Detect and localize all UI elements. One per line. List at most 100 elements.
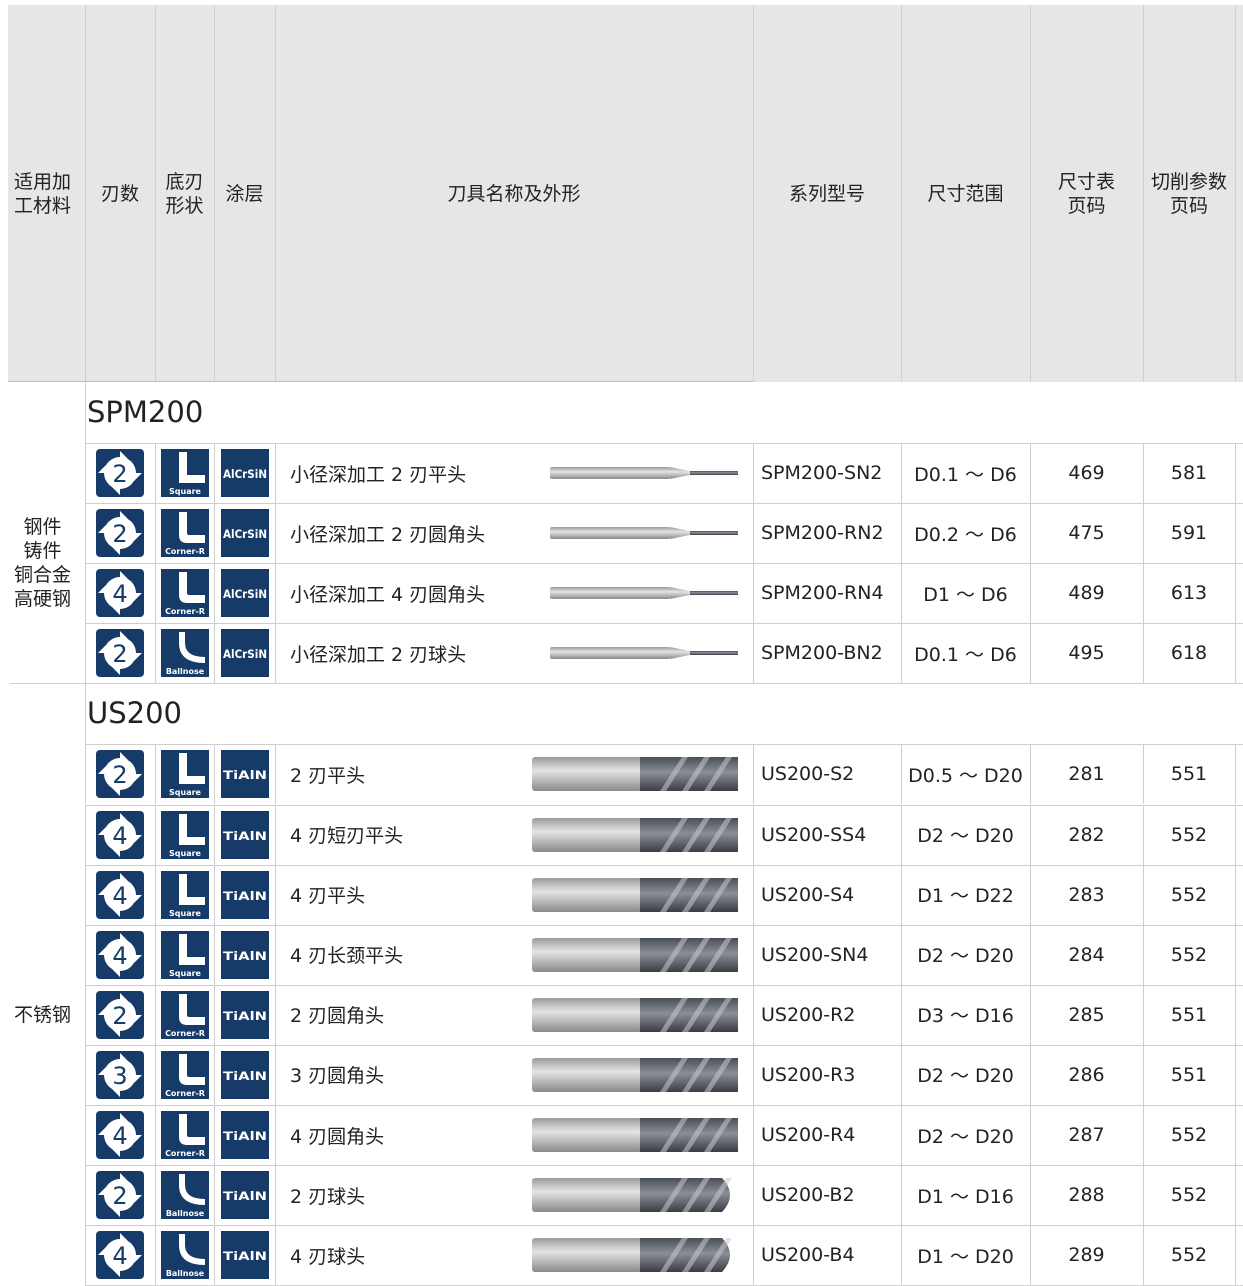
shape-icon: Corner-R: [160, 990, 209, 1039]
table-cell: SPM200-RN4: [753, 563, 901, 623]
size-page: 283: [1068, 883, 1105, 906]
divider: [753, 924, 754, 985]
divider: [85, 984, 86, 1045]
param-page: 552: [1170, 823, 1208, 846]
divider: [275, 503, 276, 564]
table-cell: D1 ～ D20: [901, 1225, 1030, 1285]
param-page: 613: [1170, 582, 1208, 605]
flute-icon: 2: [96, 629, 144, 678]
coating-icon: TiAlN: [220, 930, 269, 979]
table-cell: 591: [1143, 503, 1235, 563]
material-text: 高硬钢: [13, 588, 71, 611]
series-code: US200-S4: [761, 883, 855, 906]
shank: [532, 757, 642, 792]
table-cell: D0.1 ～ D6: [901, 623, 1030, 683]
divider: [155, 623, 156, 684]
icon-disc: [104, 517, 136, 550]
shape-glyph: [178, 813, 205, 845]
size-range: D1 ～ D6: [923, 583, 1008, 606]
coating-label: TiAlN: [223, 1189, 267, 1203]
table-cell: 3 刃圆角头: [275, 1045, 753, 1105]
material-text: 钢件: [23, 516, 62, 539]
divider: [753, 1044, 754, 1105]
table-cell: TiAlN: [214, 925, 275, 985]
divider: [155, 1165, 156, 1226]
divider: [85, 623, 86, 684]
flute-highlight: [704, 1118, 732, 1152]
table-cell: D2 ～ D20: [901, 1105, 1030, 1165]
flute-number: 4: [112, 580, 127, 608]
material-text: 铸件: [23, 540, 62, 563]
shank: [532, 997, 642, 1032]
icon-disc: [104, 577, 136, 610]
table-cell: 551: [1143, 744, 1235, 804]
tool-name: 4 刃平头: [290, 885, 366, 908]
divider: [10, 683, 1243, 685]
shape-icon: Corner-R: [160, 1050, 209, 1099]
divider: [275, 864, 276, 925]
table-cell: Corner-R: [155, 1105, 214, 1165]
coating-icon: TiAlN: [220, 870, 269, 919]
flute-number: 2: [112, 1182, 127, 1210]
tool-image: [532, 1057, 738, 1092]
flute-highlight: [682, 817, 710, 852]
table-cell: D1 ～ D16: [901, 1165, 1030, 1225]
table-cell: 2: [85, 744, 155, 804]
tool-name: 4 刃球头: [290, 1245, 366, 1268]
icon-disc: [104, 1058, 136, 1091]
table-cell: 2 刃平头: [275, 744, 753, 804]
coating-label: AlCrSiN: [223, 527, 267, 541]
shape-label: Corner-R: [165, 1029, 205, 1038]
divider: [85, 443, 86, 504]
series-code: US200-B4: [761, 1244, 855, 1267]
tool-image: [532, 757, 738, 792]
table-cell: D0.5 ～ D20: [901, 744, 1030, 804]
flute-highlight: [682, 1057, 710, 1092]
series-code: US200-SN4: [761, 943, 869, 966]
table-cell: 4: [85, 1225, 155, 1285]
divider: [214, 804, 215, 865]
divider: [1235, 503, 1236, 564]
tool-name: 2 刃圆角头: [290, 1005, 385, 1028]
divider: [753, 623, 754, 684]
header-text: 底刃: [165, 170, 204, 193]
size-page: 489: [1068, 582, 1105, 605]
flute-icon: 3: [96, 1050, 144, 1099]
divider: [1143, 744, 1144, 805]
table-cell: 289: [1030, 1225, 1143, 1285]
header-cell: 尺寸范围: [901, 5, 1030, 382]
icon-bg: [220, 1111, 269, 1160]
tool-image: [550, 647, 738, 660]
shape-label: Ballnose: [165, 1269, 204, 1278]
size-range: D2 ～ D20: [917, 1065, 1014, 1088]
divider: [85, 623, 1243, 625]
tool-image: [532, 1118, 738, 1152]
divider: [155, 1044, 156, 1105]
material-text: 铜合金: [13, 564, 71, 587]
divider: [901, 1225, 902, 1286]
divider: [1235, 563, 1236, 624]
tool-image: [532, 997, 738, 1032]
table-cell: 2 刃圆角头: [275, 985, 753, 1045]
shape-label: Corner-R: [165, 1089, 205, 1098]
table-cell: TiAlN: [214, 744, 275, 804]
table-cell: 小径深加工 2 刃平头: [275, 443, 753, 503]
tool-name: 4 刃圆角头: [290, 1125, 385, 1148]
divider: [901, 864, 902, 925]
icon-bg: [220, 1231, 269, 1280]
divider: [155, 5, 156, 382]
divider: [753, 984, 754, 1045]
coating-icon: AlCrSiN: [220, 629, 269, 678]
divider: [753, 744, 754, 805]
table-cell: US200-S2: [753, 744, 901, 804]
divider: [155, 924, 156, 985]
divider: [1030, 1105, 1031, 1166]
header-text: 切削参数: [1150, 170, 1227, 193]
param-page: 551: [1170, 763, 1208, 786]
header-text: 页码: [1067, 194, 1106, 217]
flute-highlight: [660, 937, 688, 972]
header-cell: 尺寸表 页码: [1030, 5, 1143, 382]
divider: [753, 563, 754, 624]
tool-name: 2 刃球头: [290, 1185, 366, 1208]
